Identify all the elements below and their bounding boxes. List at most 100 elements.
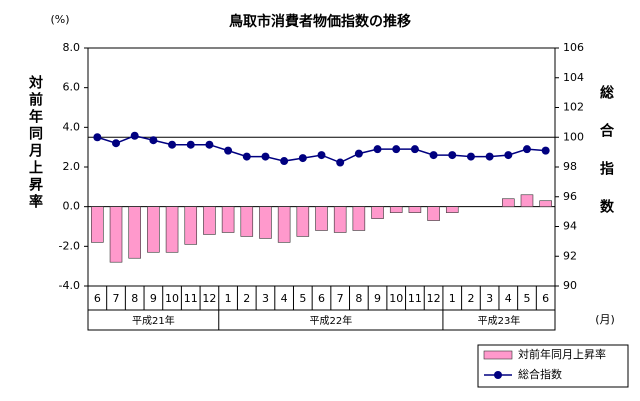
x-tick-label: 2 (243, 292, 250, 305)
line-point (186, 140, 195, 149)
x-tick-label: 3 (262, 292, 269, 305)
y-tick-label: 8.0 (63, 41, 81, 54)
bar (184, 206, 198, 245)
line-point (112, 139, 121, 148)
line-point (485, 152, 494, 161)
bar (371, 206, 384, 219)
x-tick-label: 4 (505, 292, 512, 305)
bar (259, 206, 272, 239)
bar (109, 206, 123, 263)
legend-label: 総合指数 (518, 367, 562, 381)
x-tick-label: 11 (408, 292, 422, 305)
y-axis-title: 対前年同月上昇率 (27, 74, 44, 211)
y-tick-label: -4.0 (59, 279, 80, 292)
bar (539, 200, 552, 207)
y-unit: (%) (50, 13, 69, 26)
legend-marker (494, 371, 502, 379)
x-tick-label: 2 (467, 292, 474, 305)
bar (296, 206, 310, 237)
x-tick-label: 7 (113, 292, 120, 305)
x-tick-label: 1 (225, 292, 232, 305)
category-box (87, 285, 556, 331)
line-point (298, 154, 307, 163)
line-point (261, 152, 270, 161)
y2-tick-label: 96 (563, 190, 577, 203)
y2-axis-title: 総合指数 (598, 84, 614, 237)
x-tick-label: 6 (542, 292, 549, 305)
y-tick-label: 4.0 (63, 120, 81, 133)
line-point (354, 149, 363, 158)
line-point (93, 133, 102, 142)
x-tick-label: 10 (165, 292, 179, 305)
x-tick-label: 6 (318, 292, 325, 305)
bar (315, 206, 328, 231)
y2-tick-label: 106 (563, 41, 584, 54)
line-point (336, 158, 345, 167)
line-point (541, 146, 550, 155)
bar (427, 206, 440, 221)
line-point (242, 152, 251, 161)
y2-tick-label: 92 (563, 249, 577, 262)
bar (520, 194, 534, 207)
legend-label: 対前年同月上昇率 (518, 347, 606, 361)
y2-tick-label: 90 (563, 279, 577, 292)
y2-tick-label: 100 (563, 130, 584, 143)
x-tick-label: 3 (486, 292, 493, 305)
bar (128, 206, 141, 259)
bar (333, 206, 347, 233)
y2-tick-label: 98 (563, 160, 577, 173)
x-tick-label: 8 (131, 292, 138, 305)
bar (352, 206, 366, 231)
x-tick-label: 5 (523, 292, 530, 305)
x-tick-label: 10 (389, 292, 403, 305)
chart-title: 鳥取市消費者物価指数の推移 (229, 13, 411, 30)
group-label: 平成22年 (309, 314, 352, 327)
y2-tick-label: 102 (563, 101, 584, 114)
bar (203, 206, 216, 235)
y2-tick-label: 104 (563, 71, 584, 84)
bar (165, 206, 179, 253)
x-tick-label: 1 (449, 292, 456, 305)
line-point (392, 145, 401, 154)
group-label: 平成21年 (132, 314, 175, 327)
line-point (429, 151, 438, 160)
line-point (280, 157, 289, 166)
x-tick-label: 9 (374, 292, 381, 305)
y-tick-label: 0.0 (63, 200, 81, 213)
line-point (130, 131, 139, 140)
x-tick-label: 8 (355, 292, 362, 305)
x-tick-label: 9 (150, 292, 157, 305)
x-tick-label: 11 (184, 292, 198, 305)
legend-swatch (483, 350, 513, 360)
x-tick-label: 12 (427, 292, 441, 305)
bar (240, 206, 254, 237)
line-point (522, 145, 531, 154)
line-point (448, 151, 457, 160)
line-point (205, 140, 214, 149)
x-tick-label: 12 (202, 292, 216, 305)
bar (408, 206, 422, 213)
x-tick-label: 5 (299, 292, 306, 305)
line-point (373, 145, 382, 154)
bar (91, 206, 104, 243)
line-point (466, 152, 475, 161)
x-tick-label: 4 (281, 292, 288, 305)
y2-tick-label: 94 (563, 220, 577, 233)
line-point (410, 145, 419, 154)
bar (502, 198, 515, 207)
x-unit: (月) (595, 313, 615, 326)
line-point (224, 146, 233, 155)
line-point (317, 151, 326, 160)
y-tick-label: -2.0 (59, 239, 80, 252)
line-point (149, 136, 158, 145)
bar (445, 206, 459, 213)
y-tick-label: 6.0 (63, 81, 81, 94)
bar (277, 206, 291, 243)
x-tick-label: 6 (94, 292, 101, 305)
group-label: 平成23年 (478, 314, 521, 327)
bar (389, 206, 403, 213)
line-point (504, 151, 513, 160)
bar (147, 206, 160, 253)
bar (221, 206, 235, 233)
